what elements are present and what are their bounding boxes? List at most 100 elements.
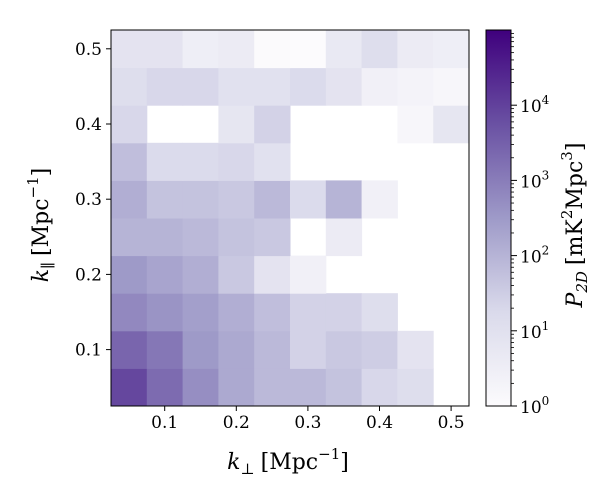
heatmap-cell xyxy=(218,105,255,144)
heatmap-cell xyxy=(290,293,327,332)
colorbar-ticks: 100 101 102 103 104 xyxy=(511,33,550,418)
heatmap-cell xyxy=(254,293,291,332)
heatmap-cell xyxy=(111,218,148,257)
heatmap-cell xyxy=(146,30,184,69)
heatmap-cell xyxy=(146,218,184,257)
heatmap-cell xyxy=(290,180,327,219)
x-tick-label: 0.1 xyxy=(151,413,178,433)
heatmap-cell xyxy=(254,180,291,219)
x-axis-label: k⊥ [Mpc−1] xyxy=(227,445,349,478)
heatmap-cell xyxy=(433,67,470,106)
heatmap-cell xyxy=(433,30,470,69)
heatmap-cell xyxy=(111,105,148,144)
heatmap-cell xyxy=(146,293,184,332)
heatmap-cell xyxy=(146,330,184,369)
heatmap-cell xyxy=(361,30,398,69)
heatmap-cell xyxy=(397,30,434,69)
heatmap-cell xyxy=(290,30,327,69)
y-tick-label: 0.5 xyxy=(75,40,102,60)
heatmap-cell xyxy=(218,218,255,257)
y-axis-ticks: 0.1 0.2 0.3 0.4 0.5 xyxy=(75,40,111,361)
colorbar-tick-label: 104 xyxy=(520,93,550,117)
heatmap-cell xyxy=(146,67,184,106)
colorbar-tick-label: 103 xyxy=(520,168,549,192)
heatmap-cell xyxy=(218,255,255,294)
y-tick-label: 0.2 xyxy=(75,265,102,285)
heatmap-cell xyxy=(361,293,398,332)
heatmap-cell xyxy=(254,142,291,181)
heatmap-cell xyxy=(361,330,398,369)
heatmap-cell xyxy=(397,105,434,144)
colorbar xyxy=(485,29,512,407)
heatmap-cell xyxy=(397,330,434,369)
heatmap-cell xyxy=(111,180,148,219)
heatmap-cell xyxy=(218,67,255,106)
heatmap-cell xyxy=(254,105,291,144)
heatmap-cell xyxy=(325,67,363,106)
heatmap-cell xyxy=(254,218,291,257)
x-tick-label: 0.2 xyxy=(223,413,250,433)
heatmap-cell xyxy=(325,30,363,69)
heatmap-cell xyxy=(433,105,470,144)
colorbar-tick-label: 100 xyxy=(520,394,549,418)
heatmap-cell xyxy=(182,368,219,407)
heatmap-cell xyxy=(182,218,219,257)
heatmap-cell xyxy=(325,293,363,332)
heatmap-cell xyxy=(290,368,327,407)
heatmap-cell xyxy=(218,180,255,219)
y-tick-label: 0.1 xyxy=(75,341,102,361)
heatmap-cell xyxy=(182,330,219,369)
heatmap-cell xyxy=(325,368,363,407)
heatmap-cell xyxy=(218,330,255,369)
heatmap-cell xyxy=(111,330,148,369)
heatmap-cell xyxy=(218,142,255,181)
heatmap-cell xyxy=(182,30,219,69)
heatmap-cell xyxy=(254,30,291,69)
heatmap-cell xyxy=(397,368,434,407)
x-axis-ticks: 0.1 0.2 0.3 0.4 0.5 xyxy=(151,406,465,433)
plot-frame xyxy=(110,29,470,407)
y-tick-label: 0.3 xyxy=(75,190,102,210)
heatmap-cell xyxy=(182,142,219,181)
heatmap-cell xyxy=(254,255,291,294)
heatmap-cell xyxy=(111,142,148,181)
heatmap-cell xyxy=(325,330,363,369)
heatmap-cell xyxy=(254,368,291,407)
y-tick-label: 0.4 xyxy=(75,115,102,135)
heatmap-cell xyxy=(146,368,184,407)
colorbar-tick-label: 101 xyxy=(520,319,549,343)
heatmap-cell xyxy=(111,368,148,407)
heatmap-cell xyxy=(146,255,184,294)
heatmap-cell xyxy=(325,218,363,257)
heatmap-cell xyxy=(111,30,148,69)
heatmap-cell xyxy=(182,293,219,332)
heatmap-cell xyxy=(182,180,219,219)
heatmap-cell xyxy=(254,67,291,106)
colorbar-label: P2D[mK2Mpc3] xyxy=(558,143,591,309)
heatmap-cell xyxy=(218,30,255,69)
heatmap-cell xyxy=(146,142,184,181)
heatmap-cell xyxy=(361,180,398,219)
heatmap-cells xyxy=(111,30,470,407)
heatmap-cell xyxy=(146,180,184,219)
heatmap-cell xyxy=(397,67,434,106)
heatmap-cell xyxy=(361,67,398,106)
heatmap-cell xyxy=(111,67,148,106)
heatmap-cell xyxy=(290,255,327,294)
heatmap-cell xyxy=(290,67,327,106)
heatmap-cell xyxy=(111,255,148,294)
heatmap-cell xyxy=(111,293,148,332)
x-tick-label: 0.5 xyxy=(438,413,465,433)
x-tick-label: 0.4 xyxy=(366,413,393,433)
heatmap-cell xyxy=(361,368,398,407)
x-tick-label: 0.3 xyxy=(294,413,321,433)
heatmap-cell xyxy=(254,330,291,369)
heatmap-cell xyxy=(182,255,219,294)
heatmap-cell xyxy=(290,330,327,369)
y-axis-label: k∥[Mpc−1] xyxy=(24,168,57,283)
colorbar-tick-label: 102 xyxy=(520,244,549,268)
heatmap-cell xyxy=(325,180,363,219)
heatmap-cell xyxy=(182,67,219,106)
heatmap-cell xyxy=(218,368,255,407)
